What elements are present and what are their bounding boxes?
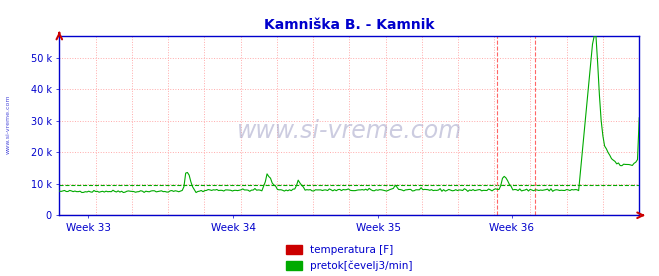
Text: www.si-vreme.com: www.si-vreme.com: [237, 119, 462, 143]
Legend: temperatura [F], pretok[čevelj3/min]: temperatura [F], pretok[čevelj3/min]: [286, 245, 413, 271]
Title: Kamniška B. - Kamnik: Kamniška B. - Kamnik: [264, 18, 434, 32]
Text: www.si-vreme.com: www.si-vreme.com: [5, 94, 11, 154]
